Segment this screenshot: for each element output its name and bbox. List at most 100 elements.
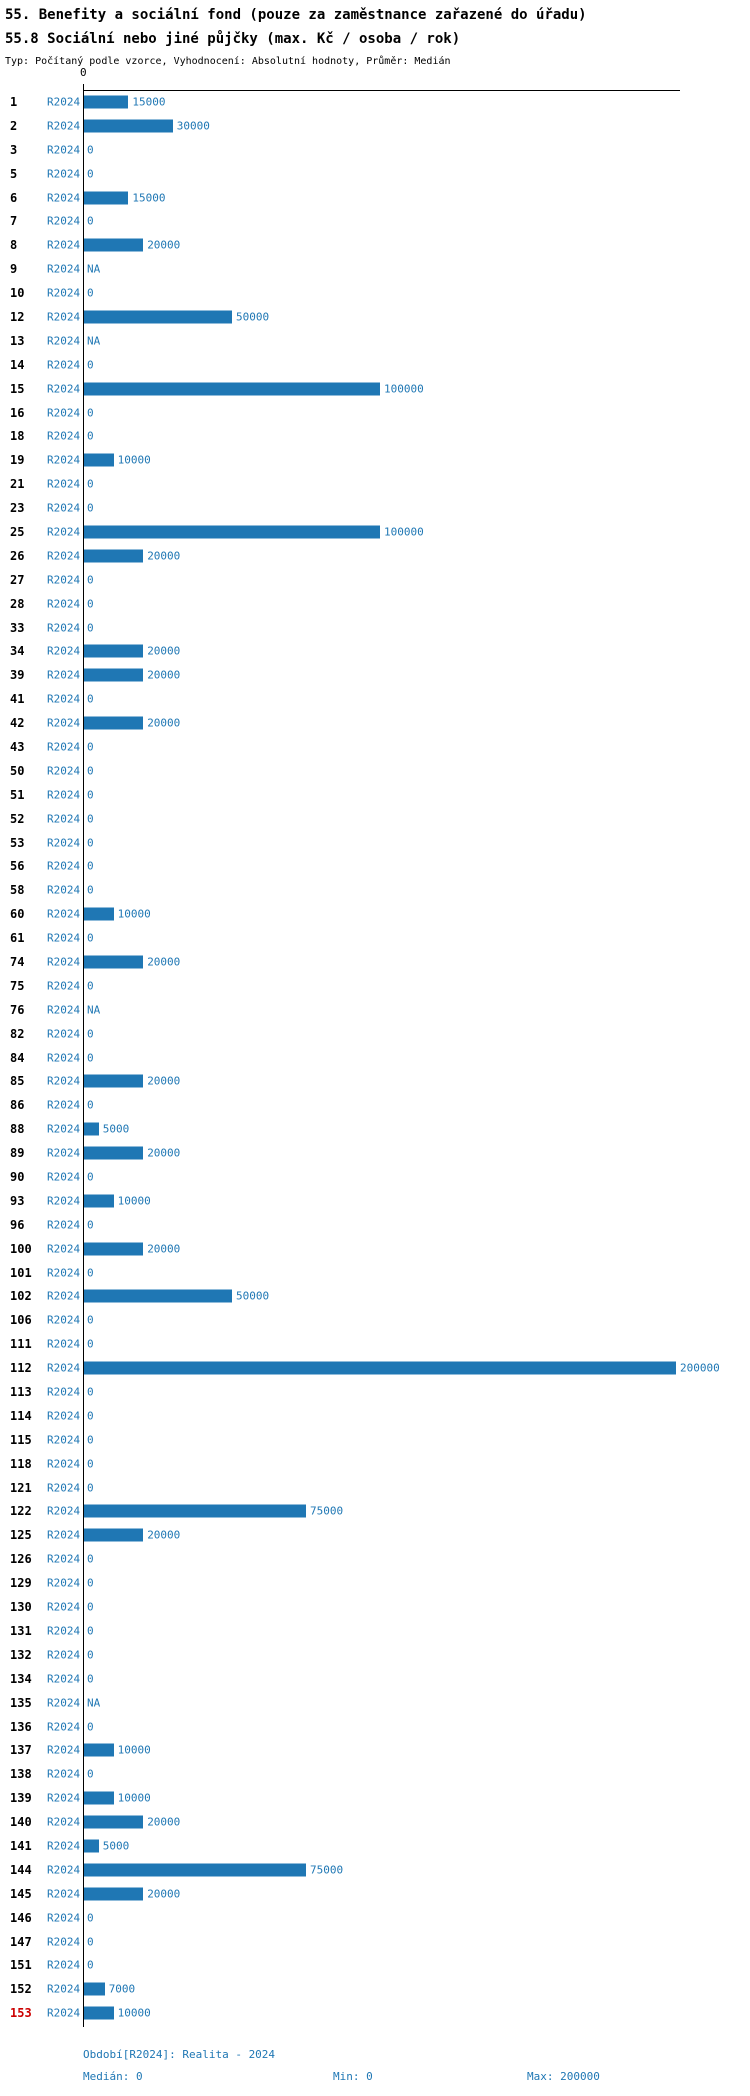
row-id-label: 138 [10,1767,32,1782]
row-id-label: 100 [10,1241,32,1256]
row-value-label: 30000 [176,119,210,133]
row-value-label: 75000 [310,1863,344,1877]
row-id-label: 5 [10,166,18,181]
row-value-label: 10000 [117,2006,151,2020]
bar [84,525,380,539]
chart-row: 1 R2024 15000 [0,90,750,114]
chart-row: 6 R2024 15000 [0,186,750,210]
bar [84,955,144,969]
row-value-label: 0 [87,1600,94,1614]
row-id-label: 126 [10,1552,32,1567]
row-value-label: 0 [87,692,94,706]
chart-subtitle: 55.8 Sociální nebo jiné půjčky (max. Kč … [5,31,461,47]
chart-row: 118 R2024 0 [0,1452,750,1476]
row-series-label: R2024 [47,979,81,993]
footer-min: Min: 0 [333,2070,373,2083]
row-value-label: 20000 [147,955,181,969]
row-series-label: R2024 [47,429,81,443]
chart-row: 56 R2024 0 [0,855,750,879]
chart-row: 15 R2024 100000 [0,377,750,401]
row-series-label: R2024 [47,1409,81,1423]
chart-row: 93 R2024 10000 [0,1189,750,1213]
bar [84,1146,144,1160]
row-value-label: 0 [87,979,94,993]
bar [84,1361,676,1375]
row-id-label: 132 [10,1647,32,1662]
row-series-label: R2024 [47,1982,81,1996]
row-value-label: 0 [87,1552,94,1566]
footer-max: Max: 200000 [527,2070,600,2083]
row-value-label: 0 [87,1911,94,1925]
row-series-label: R2024 [47,1791,81,1805]
row-id-label: 84 [10,1050,25,1065]
row-id-label: 52 [10,811,25,826]
chart-row: 34 R2024 20000 [0,639,750,663]
row-value-label: 0 [87,764,94,778]
row-id-label: 1 [10,94,18,109]
row-value-label: 0 [87,143,94,157]
row-value-label: 0 [87,214,94,228]
chart-title: 55. Benefity a sociální fond (pouze za z… [5,7,587,23]
row-series-label: R2024 [47,1098,81,1112]
row-value-label: 0 [87,1672,94,1686]
row-value-label: 10000 [117,453,151,467]
row-value-label: 0 [87,740,94,754]
bar [84,1289,232,1303]
row-value-label: 0 [87,167,94,181]
row-series-label: R2024 [47,1027,81,1041]
chart-row: 152 R2024 7000 [0,1977,750,2001]
row-series-label: R2024 [47,1576,81,1590]
row-value-label: 10000 [117,1791,151,1805]
row-series-label: R2024 [47,1504,81,1518]
row-series-label: R2024 [47,477,81,491]
row-id-label: 28 [10,596,25,611]
row-id-label: 6 [10,190,18,205]
row-id-label: 90 [10,1170,25,1185]
row-series-label: R2024 [47,955,81,969]
bar [84,191,129,204]
row-value-label: 20000 [147,1242,181,1256]
chart-row: 27 R2024 0 [0,568,750,592]
chart-row: 51 R2024 0 [0,783,750,807]
row-series-label: R2024 [47,788,81,802]
chart-row: 5 R2024 0 [0,162,750,186]
chart-row: 151 R2024 0 [0,1953,750,1977]
chart-row: 136 R2024 0 [0,1715,750,1739]
row-id-label: 60 [10,907,25,922]
chart-row: 42 R2024 20000 [0,711,750,735]
row-series-label: R2024 [47,1170,81,1184]
bar [84,644,144,658]
row-series-label: R2024 [47,286,81,300]
row-id-label: 118 [10,1456,32,1471]
chart-row: 141 R2024 5000 [0,1834,750,1858]
row-id-label: 129 [10,1576,32,1591]
row-value-label: 0 [87,836,94,850]
chart-row: 125 R2024 20000 [0,1523,750,1547]
row-id-label: 135 [10,1695,32,1710]
row-id-label: 131 [10,1623,32,1638]
chart-row: 41 R2024 0 [0,687,750,711]
row-id-label: 25 [10,524,25,539]
row-value-label: 0 [87,286,94,300]
chart-row: 101 R2024 0 [0,1261,750,1285]
row-id-label: 96 [10,1217,25,1232]
row-id-label: 19 [10,453,25,468]
row-value-label: 0 [87,1720,94,1733]
row-series-label: R2024 [47,1887,81,1901]
row-value-label: NA [87,1003,101,1017]
chart-row: 106 R2024 0 [0,1308,750,1332]
row-id-label: 50 [10,763,25,778]
chart-row: 89 R2024 20000 [0,1141,750,1165]
row-series-label: R2024 [47,597,81,611]
chart-row: 53 R2024 0 [0,831,750,855]
row-series-label: R2024 [47,501,81,515]
row-series-label: R2024 [47,1648,81,1662]
row-id-label: 141 [10,1838,32,1853]
row-id-label: 12 [10,309,25,324]
row-value-label: 20000 [147,716,181,730]
chart-row: 112 R2024 200000 [0,1356,750,1380]
row-series-label: R2024 [47,1385,81,1399]
row-series-label: R2024 [47,716,81,730]
bar [84,1074,144,1088]
chart-row: 115 R2024 0 [0,1428,750,1452]
